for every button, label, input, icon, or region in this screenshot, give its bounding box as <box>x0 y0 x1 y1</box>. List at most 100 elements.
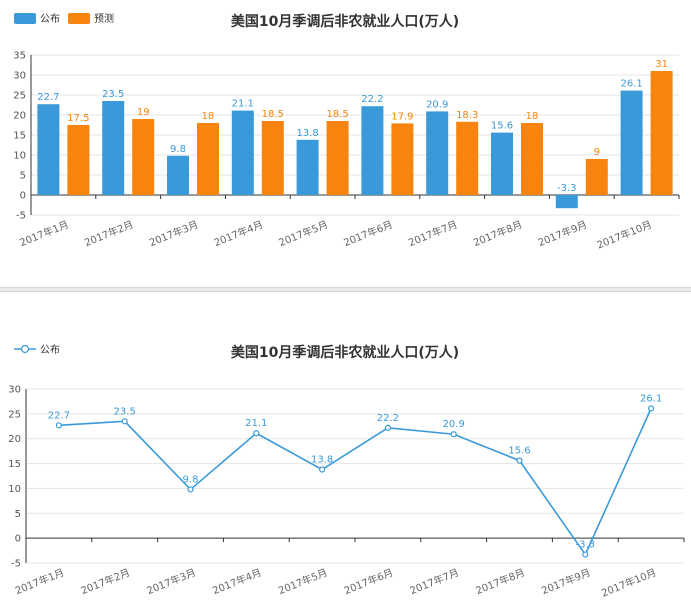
x-tick-label: 2017年6月 <box>342 566 395 597</box>
x-tick-label: 2017年9月 <box>540 566 593 597</box>
bar-published-2017-2 <box>102 101 125 195</box>
data-label-published: 21.1 <box>245 418 267 429</box>
line-chart: 公布 美国10月季调后非农就业人口(万人) -5 0 5 10 15 20 25 30 2017… <box>8 344 685 600</box>
legend-swatch-published[interactable] <box>14 13 36 24</box>
line-chart-legend: 公布 <box>14 344 60 356</box>
data-label-published: 20.9 <box>426 99 448 110</box>
line-series <box>55 405 655 558</box>
x-tick-label: 2017年4月 <box>211 566 264 597</box>
data-label-forecast: 31 <box>655 59 668 70</box>
bar-published-2017-7 <box>426 111 449 195</box>
data-label-forecast: 18.3 <box>456 110 478 121</box>
point-published-2017-5 <box>319 466 326 473</box>
point-published-2017-2 <box>121 418 128 425</box>
bar-published-2017-10 <box>620 90 643 195</box>
data-label-published: 20.9 <box>443 419 465 430</box>
x-tick-label: 2017年9月 <box>536 218 589 249</box>
data-label-forecast: 18.5 <box>326 109 348 120</box>
data-label-forecast: 18 <box>202 111 215 122</box>
bar-published-2017-4 <box>231 110 254 195</box>
legend-marker-published[interactable] <box>20 344 30 354</box>
data-label-published: 13.8 <box>296 128 318 139</box>
x-tick-label: 2017年2月 <box>82 218 135 249</box>
y-tick-label: 0 <box>20 191 26 202</box>
y-tick-label: 25 <box>13 91 26 102</box>
data-label-forecast: 18.5 <box>262 109 284 120</box>
series-line-published <box>58 408 652 557</box>
bar-published-2017-1 <box>37 104 60 195</box>
y-tick-label: 20 <box>8 434 21 445</box>
point-published-2017-10 <box>647 405 655 412</box>
y-tick-label: 15 <box>8 459 21 470</box>
data-label-published: 23.5 <box>114 406 136 417</box>
bar-forecast-2017-8 <box>521 123 543 195</box>
point-published-2017-6 <box>384 424 391 431</box>
point-published-2017-3 <box>187 486 194 493</box>
bar-published-2017-6 <box>361 106 384 195</box>
y-tick-label: 10 <box>13 151 26 162</box>
x-tick-label: 2017年2月 <box>79 566 132 597</box>
bar-published-2017-8 <box>491 132 513 195</box>
x-tick-label: 2017年8月 <box>474 566 527 597</box>
data-label-published: 15.6 <box>508 446 530 457</box>
bar-forecast-2017-10 <box>650 71 673 195</box>
bar-forecast-2017-1 <box>67 125 90 195</box>
bar-forecast-2017-9 <box>585 159 608 195</box>
x-tick-label: 2017年6月 <box>342 218 395 249</box>
point-published-2017-8 <box>516 457 523 464</box>
data-label-published: 22.2 <box>361 94 383 105</box>
x-tick-label: 2017年10月 <box>595 218 654 252</box>
x-tick-label: 2017年4月 <box>212 218 265 249</box>
data-label-forecast: 19 <box>137 107 150 118</box>
x-tick-label: 2017年1月 <box>13 566 66 597</box>
data-label-forecast: 9 <box>594 147 600 158</box>
legend-swatch-forecast[interactable] <box>68 13 90 24</box>
data-label-forecast: 17.9 <box>391 111 413 122</box>
data-label-published: 26.1 <box>640 393 662 404</box>
bar-forecast-2017-3 <box>197 123 219 195</box>
bar-published-2017-9 <box>555 195 578 209</box>
chart-title: 美国10月季调后非农就业人口(万人) <box>231 13 459 30</box>
data-label-published: -3.3 <box>557 183 577 194</box>
y-tick-label: 25 <box>8 409 21 420</box>
grid <box>26 388 684 564</box>
x-tick-label: 2017年7月 <box>406 218 459 249</box>
bar-forecast-2017-5 <box>326 121 349 195</box>
y-tick-label: -5 <box>11 559 21 570</box>
bar-published-2017-5 <box>296 139 319 195</box>
y-tick-label: 5 <box>20 171 26 182</box>
x-tick-label: 2017年3月 <box>147 218 200 249</box>
point-published-2017-4 <box>253 430 260 437</box>
point-published-2017-9 <box>582 551 589 558</box>
legend-label-forecast[interactable]: 预测 <box>94 12 114 25</box>
data-label-published: 22.7 <box>37 92 59 103</box>
legend-label-published[interactable]: 公布 <box>40 344 60 356</box>
x-tick-label: 2017年7月 <box>408 566 461 597</box>
y-tick-label: 15 <box>13 131 26 142</box>
bar-published-2017-3 <box>167 155 189 195</box>
bar-forecast-2017-4 <box>261 121 284 195</box>
y-tick-label: 10 <box>8 484 21 495</box>
chart-title: 美国10月季调后非农就业人口(万人) <box>231 344 459 361</box>
bar-chart-legend: 公布 预测 <box>14 12 114 25</box>
line-chart-panel: 公布 美国10月季调后非农就业人口(万人) -5 0 5 10 15 20 25 30 2017… <box>0 292 691 614</box>
data-label-published: 15.6 <box>491 121 513 132</box>
bar-forecast-2017-2 <box>132 119 155 195</box>
data-labels: 22.7 23.5 9.8 21.1 13.8 22.2 20.9 15.6 -3.3 26.1 1… <box>37 59 668 194</box>
data-label-published: 22.7 <box>48 410 70 421</box>
x-tick-label: 2017年3月 <box>145 566 198 597</box>
data-label-published: 9.8 <box>183 474 199 485</box>
bar-forecast-2017-6 <box>391 123 414 195</box>
y-tick-label: 20 <box>13 111 26 122</box>
data-label-published: 26.1 <box>620 79 642 90</box>
point-published-2017-1 <box>55 422 63 429</box>
bar-chart-panel: 公布 预测 美国10月季调后非农就业人口(万人) -5 0 5 10 15 20 25 30 3… <box>0 0 691 287</box>
x-tick-label: 2017年10月 <box>599 566 658 600</box>
data-label-published: 23.5 <box>102 89 124 100</box>
y-tick-label: 30 <box>13 71 26 82</box>
y-tick-label: 35 <box>13 51 26 62</box>
y-tick-label: 30 <box>8 385 21 396</box>
y-tick-label: 0 <box>15 534 21 545</box>
x-tick-label: 2017年8月 <box>471 218 524 249</box>
legend-label-published[interactable]: 公布 <box>40 13 60 25</box>
